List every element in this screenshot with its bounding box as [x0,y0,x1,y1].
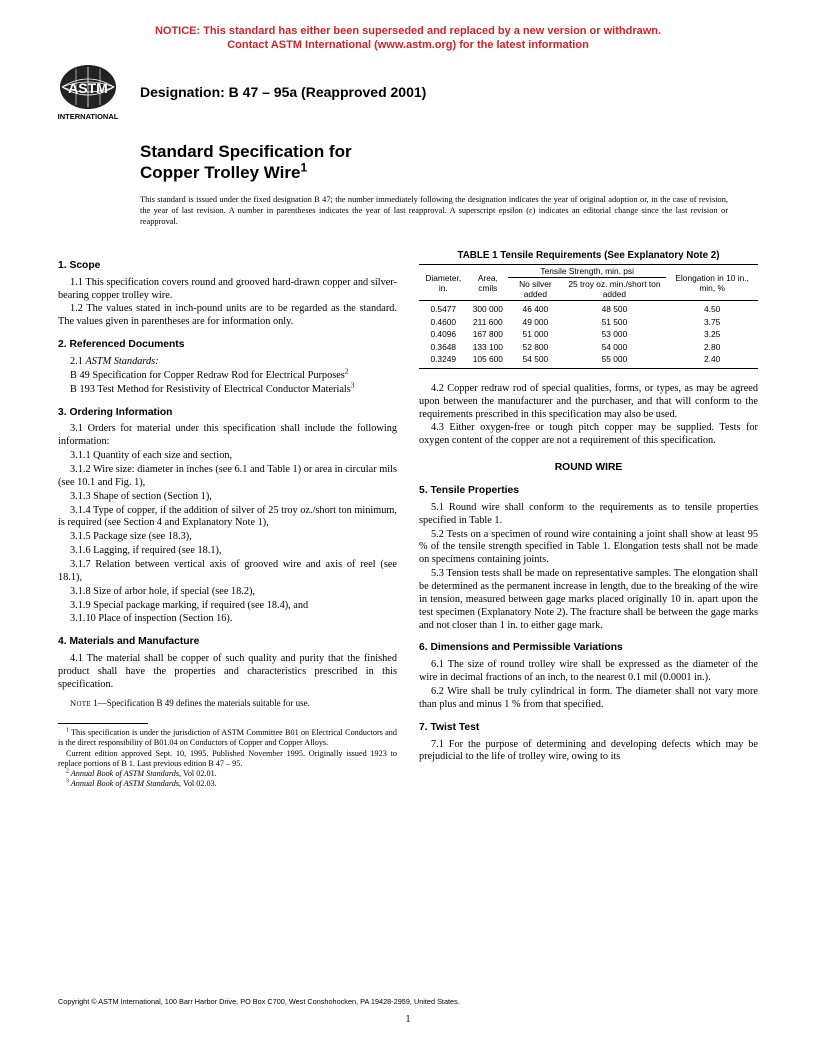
astm-logo: ASTM INTERNATIONAL [58,63,128,123]
table-row: 0.4600211 60049 00051 5003.75 [419,316,758,329]
sec1-p1: 1.1 This specification covers round and … [58,277,397,303]
sec3-i1: 3.1.1 Quantity of each size and section, [58,450,397,463]
sec4-p2: 4.2 Copper redraw rod of special qualiti… [419,383,758,422]
table-row: 0.3249105 60054 50055 0002.40 [419,353,758,368]
table-row: 0.5477300 00046 40048 5004.50 [419,301,758,316]
sec4-note1: NOTE 1—Specification B 49 defines the ma… [58,698,397,709]
round-wire-head: ROUND WIRE [419,462,758,475]
footnote-1b: Current edition approved Sept. 10, 1995.… [58,749,397,770]
th-nosilver: No silver added [508,278,562,301]
sec7-p1: 7.1 For the purpose of determining and d… [419,739,758,765]
footnote-1a: 1 This specification is under the jurisd… [58,728,397,749]
sec3-i10: 3.1.10 Place of inspection (Section 16). [58,613,397,626]
footnote-3: 3 Annual Book of ASTM Standards, Vol 02.… [58,779,397,789]
table1: Diameter, in. Area, cmils Tensile Streng… [419,264,758,369]
sec3-i3: 3.1.3 Shape of section (Section 1), [58,491,397,504]
sec3-i2: 3.1.2 Wire size: diameter in inches (see… [58,464,397,490]
sec5-head: 5. Tensile Properties [419,485,758,498]
title-block: Standard Specification for Copper Trolle… [140,141,758,184]
sec4-head: 4. Materials and Manufacture [58,636,397,649]
th-diameter: Diameter, in. [419,265,468,301]
sec4-p1: 4.1 The material shall be copper of such… [58,653,397,692]
sec4-p3: 4.3 Either oxygen-free or tough pitch co… [419,422,758,448]
sec2-b193: B 193 Test Method for Resistivity of Ele… [70,384,397,397]
issue-note: This standard is issued under the fixed … [140,195,728,228]
th-ts-span: Tensile Strength, min. psi [508,265,666,278]
sec3-p1: 3.1 Orders for material under this speci… [58,423,397,449]
sec1-head: 1. Scope [58,260,397,273]
sec3-i4: 3.1.4 Type of copper, if the addition of… [58,505,397,531]
notice-line1: NOTICE: This standard has either been su… [58,24,758,38]
sec5-p3: 5.3 Tension tests shall be made on repre… [419,568,758,632]
header-row: ASTM INTERNATIONAL Designation: B 47 – 9… [58,63,758,123]
th-elong: Elongation in 10 in., min, % [666,265,758,301]
title-line1: Standard Specification for [140,141,758,162]
title-line2: Copper Trolley Wire1 [140,162,758,183]
sec6-head: 6. Dimensions and Permissible Variations [419,642,758,655]
left-column: 1. Scope 1.1 This specification covers r… [58,250,397,790]
sec3-head: 3. Ordering Information [58,407,397,420]
designation: Designation: B 47 – 95a (Reapproved 2001… [140,84,426,102]
table1-body: 0.5477300 00046 40048 5004.50 0.4600211 … [419,301,758,368]
footnote-2: 2 Annual Book of ASTM Standards, Vol 02.… [58,769,397,779]
sec5-p2: 5.2 Tests on a specimen of round wire co… [419,529,758,568]
sec3-i9: 3.1.9 Special package marking, if requir… [58,600,397,613]
copyright: Copyright © ASTM International, 100 Barr… [58,997,460,1006]
th-area: Area, cmils [468,265,509,301]
sec6-p1: 6.1 The size of round trolley wire shall… [419,659,758,685]
notice-banner: NOTICE: This standard has either been su… [58,24,758,53]
footnote-separator [58,723,148,724]
sec7-head: 7. Twist Test [419,722,758,735]
table-row: 0.3648133 10052 80054 0002.80 [419,341,758,354]
sec5-p1: 5.1 Round wire shall conform to the requ… [419,502,758,528]
notice-line2: Contact ASTM International (www.astm.org… [58,38,758,52]
table1-title: TABLE 1 Tensile Requirements (See Explan… [419,250,758,262]
page-number: 1 [0,1014,816,1027]
sec3-i5: 3.1.5 Package size (see 18.3), [58,531,397,544]
sec6-p2: 6.2 Wire shall be truly cylindrical in f… [419,686,758,712]
sec3-i7: 3.1.7 Relation between vertical axis of … [58,559,397,585]
sec2-head: 2. Referenced Documents [58,339,397,352]
th-troy: 25 troy oz. min./short ton added [563,278,667,301]
sec3-i6: 3.1.6 Lagging, if required (see 18.1), [58,545,397,558]
right-column: TABLE 1 Tensile Requirements (See Explan… [419,250,758,790]
sec3-i8: 3.1.8 Size of arbor hole, if special (se… [58,586,397,599]
logo-top-text: ASTM [68,80,108,96]
sec2-b49: B 49 Specification for Copper Redraw Rod… [70,370,397,383]
table-row: 0.4096167 80051 00053 0003.25 [419,328,758,341]
sec1-p2: 1.2 The values stated in inch-pound unit… [58,303,397,329]
body-columns: 1. Scope 1.1 This specification covers r… [58,250,758,790]
logo-bottom-text: INTERNATIONAL [58,112,119,121]
